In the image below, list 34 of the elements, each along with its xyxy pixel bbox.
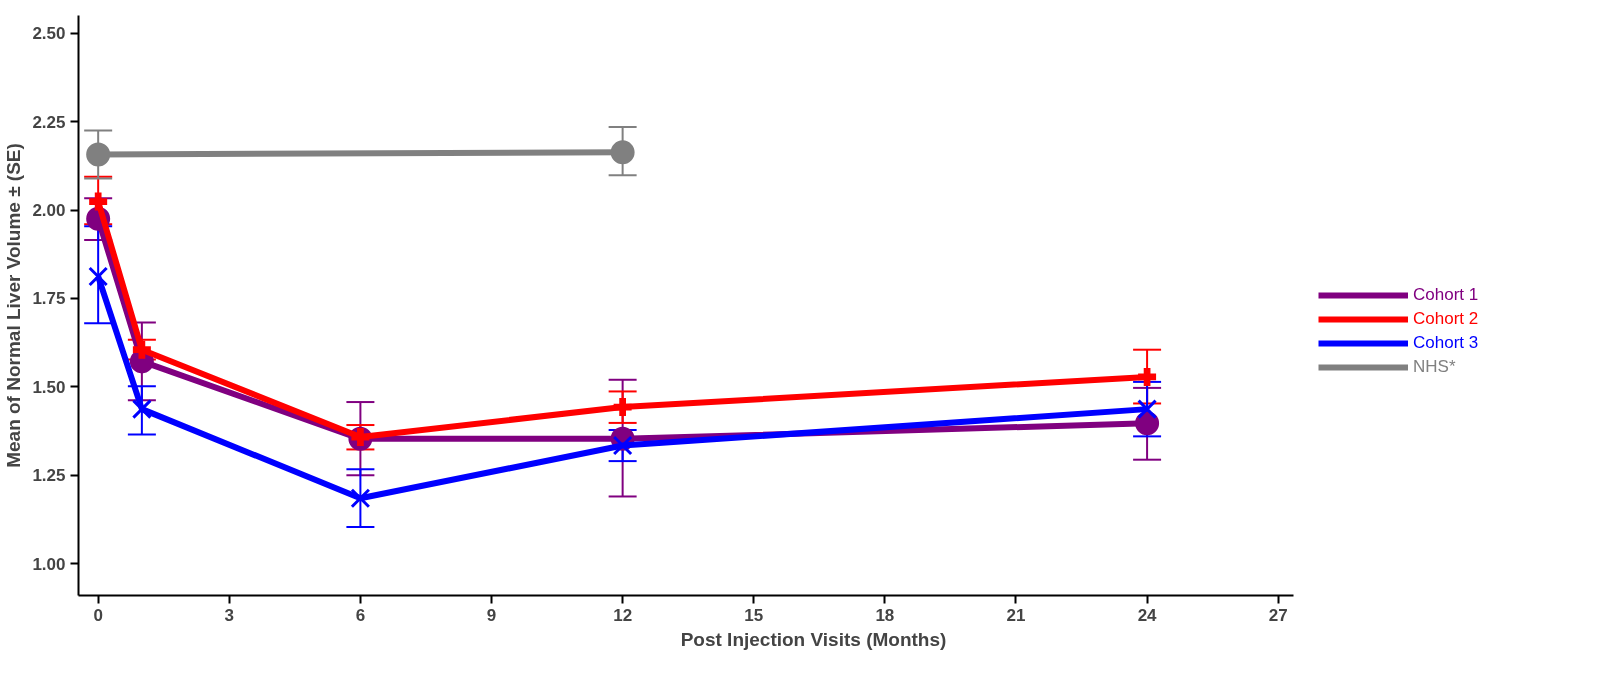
text: Cohort 3 (1413, 333, 1479, 353)
text: NHS* (1413, 357, 1456, 377)
y-tick-label: 2.50 (32, 24, 66, 44)
point (89, 192, 108, 211)
x-tick-label: 6 (355, 605, 366, 625)
point (1137, 399, 1158, 420)
point (132, 340, 151, 359)
point (86, 142, 111, 167)
point (88, 266, 109, 287)
point (131, 399, 152, 420)
x-tick-label: 9 (486, 605, 497, 625)
y-tick-label: 2.25 (32, 112, 66, 132)
x-tick-label: 3 (224, 605, 235, 625)
x-tick-label: 15 (744, 605, 764, 625)
x-tick-label: 12 (613, 605, 633, 625)
y-tick-label: 1.50 (32, 377, 66, 397)
x-tick-label: 24 (1137, 605, 1158, 625)
point (610, 140, 635, 165)
text: Cohort 1 (1413, 285, 1479, 305)
x-tick-label: 0 (93, 605, 103, 625)
point (613, 398, 632, 416)
y-axis-title: Mean of Normal Liver Volume ± (SE) (3, 143, 25, 468)
point (350, 488, 371, 509)
text: Cohort 2 (1413, 309, 1479, 329)
y-tick-label: 1.00 (32, 554, 66, 574)
y-tick-label: 2.00 (32, 201, 66, 221)
x-tick-label: 21 (1006, 605, 1026, 625)
x-tick-label: 18 (875, 605, 895, 625)
point (1138, 367, 1157, 386)
x-axis-title: Post Injection Visits (Months) (680, 628, 947, 650)
point (612, 435, 633, 456)
x-tick-label: 27 (1268, 605, 1288, 625)
y-tick-label: 1.75 (32, 289, 66, 309)
y-tick-label: 1.25 (32, 466, 66, 486)
